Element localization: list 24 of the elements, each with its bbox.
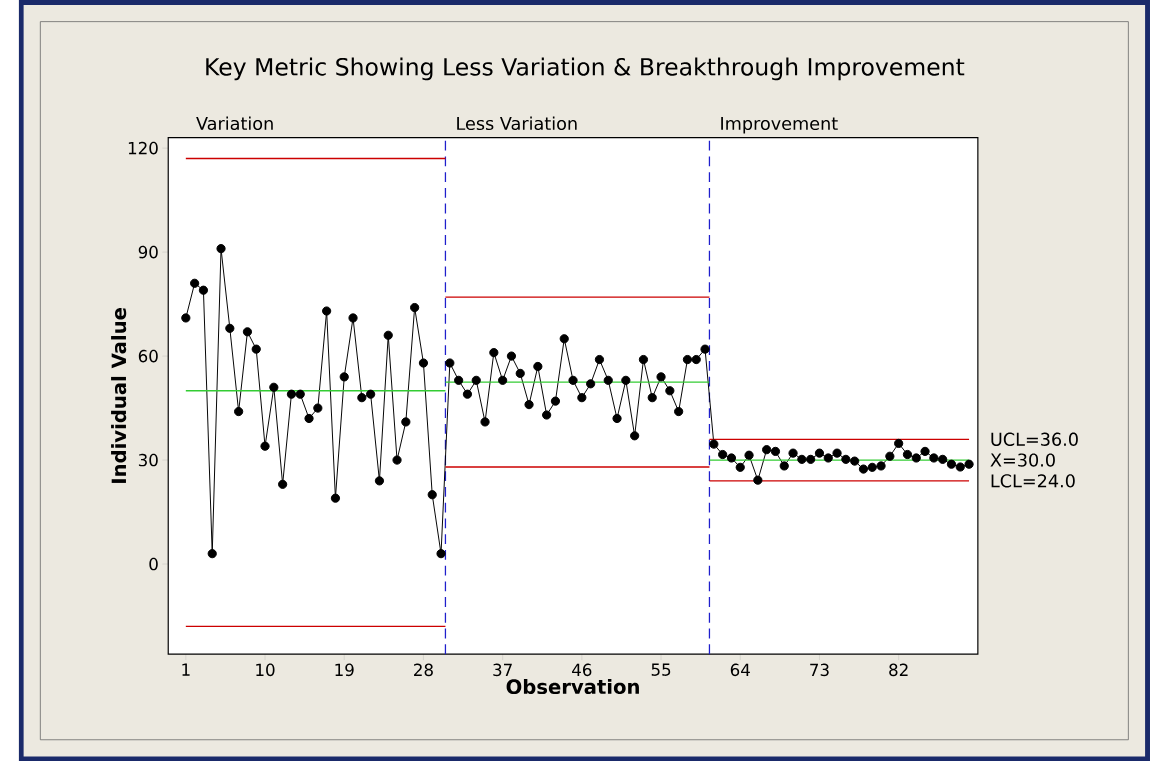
x-tick-label: 82 xyxy=(889,663,908,676)
text: Improvement xyxy=(721,116,838,134)
x-tick-label: 10 xyxy=(256,663,275,676)
x-tick-label: 46 xyxy=(572,663,592,676)
x-tick-label: 28 xyxy=(414,663,433,676)
y-tick-label: 30 xyxy=(138,453,158,467)
series-label: X=30.0 xyxy=(990,453,1055,467)
text: Variation xyxy=(196,116,273,130)
x-axis-title: Observation xyxy=(506,678,639,694)
y-tick-label: 0 xyxy=(149,557,158,571)
text: Less Variation xyxy=(457,116,577,130)
y-axis-title: Individual Value xyxy=(111,307,127,483)
y-tick-label: 90 xyxy=(138,245,158,259)
x-tick-label: 73 xyxy=(810,663,829,676)
x-tick-label: 37 xyxy=(493,663,512,676)
x-tick-label: 1 xyxy=(182,663,190,676)
chart-title: Key Metric Showing Less Variation & Breakthrough Improvement xyxy=(206,57,965,81)
x-tick-label: 55 xyxy=(651,663,671,676)
series-label: UCL=36.0 xyxy=(991,432,1078,446)
y-tick-label: 120 xyxy=(128,141,158,155)
y-tick-label: 60 xyxy=(138,349,158,363)
series-label: LCL=24.0 xyxy=(991,473,1075,488)
x-tick-label: 64 xyxy=(730,663,750,676)
x-tick-label: 19 xyxy=(335,663,354,676)
